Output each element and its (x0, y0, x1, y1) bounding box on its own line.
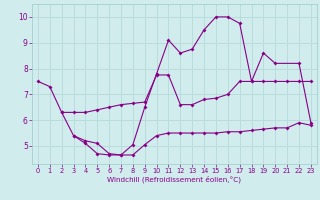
X-axis label: Windchill (Refroidissement éolien,°C): Windchill (Refroidissement éolien,°C) (108, 176, 241, 183)
